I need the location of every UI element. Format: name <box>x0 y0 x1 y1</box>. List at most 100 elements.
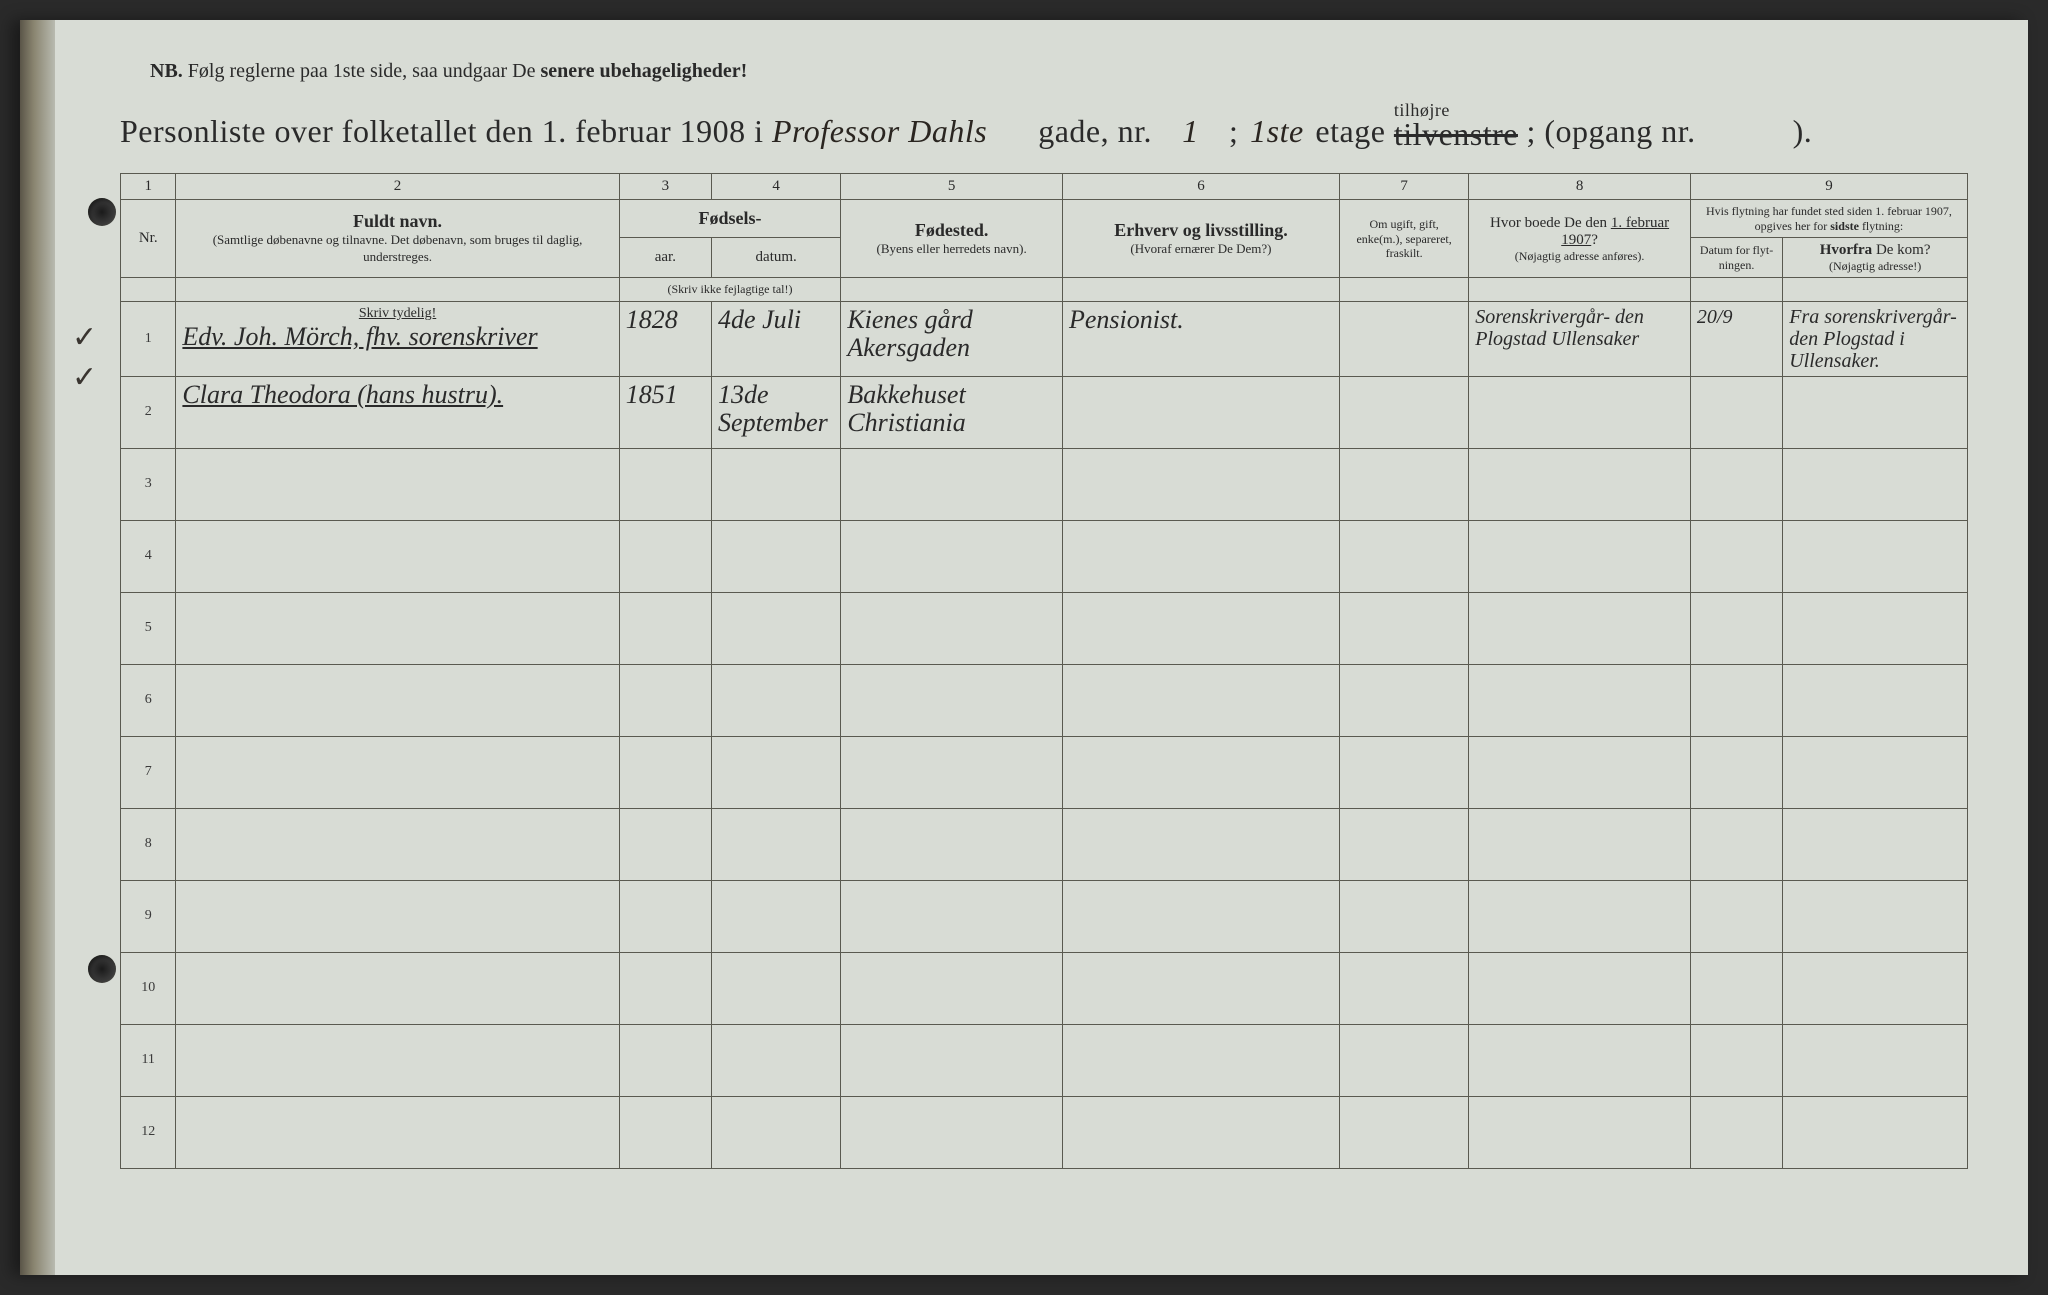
cell-flyt_datum <box>1690 664 1782 736</box>
erhverv-sub: (Hvoraf ernærer De Dem?) <box>1069 241 1333 258</box>
cell-hvorfra <box>1783 736 1968 808</box>
hvorfra-sub: (Nøjagtig adresse!) <box>1789 259 1961 273</box>
col-aar: aar. <box>619 237 711 277</box>
cell-flyt_datum <box>1690 880 1782 952</box>
closing: ). <box>1793 113 1813 149</box>
colnum: 5 <box>841 174 1063 200</box>
title-prefix: Personliste over folketallet den 1. febr… <box>120 113 763 149</box>
cell-aar <box>619 736 711 808</box>
cell-civilstand <box>1339 448 1468 520</box>
cell-aar <box>619 664 711 736</box>
col-civilstand: Om ugift, gift, enke(m.), separeret, fra… <box>1339 200 1468 278</box>
cell-hvorfra <box>1783 952 1968 1024</box>
cell-name <box>176 952 619 1024</box>
cell-civilstand <box>1339 1096 1468 1168</box>
cell-civilstand <box>1339 736 1468 808</box>
row-number: 2 <box>121 376 176 448</box>
blank <box>176 278 619 301</box>
table-row: 10 <box>121 952 1968 1024</box>
civilstand-text: Om ugift, gift, enke(m.), separeret, fra… <box>1346 217 1462 260</box>
side-above: tilhøjre <box>1394 100 1450 121</box>
cell-civilstand <box>1339 880 1468 952</box>
erhverv-header: Erhverv og livsstilling. <box>1069 220 1333 241</box>
fodested-sub: (Byens eller herredets navn). <box>847 241 1056 258</box>
cell-fodested <box>841 592 1063 664</box>
cell-civilstand <box>1339 301 1468 376</box>
cell-name <box>176 736 619 808</box>
cell-erhverv <box>1062 880 1339 952</box>
cell-datum <box>712 808 841 880</box>
cell-erhverv: Pensionist. <box>1062 301 1339 376</box>
checkmark-icon: ✓ <box>72 360 97 395</box>
cell-datum <box>712 1024 841 1096</box>
skriv-tydelig-note: Skriv tydelig! <box>182 306 612 321</box>
cell-flyt_datum <box>1690 592 1782 664</box>
cell-flyt_datum <box>1690 1024 1782 1096</box>
colnum: 9 <box>1690 174 1967 200</box>
cell-fodested <box>841 664 1063 736</box>
cell-civilstand <box>1339 664 1468 736</box>
cell-hvorfra <box>1783 448 1968 520</box>
table-row: 5 <box>121 592 1968 664</box>
semicolon: ; <box>1229 113 1238 149</box>
binding-hole <box>88 955 116 983</box>
nb-text: Følg reglerne paa 1ste side, saa undgaar… <box>188 60 536 82</box>
cell-flyt_datum <box>1690 376 1782 448</box>
header-row-note: (Skriv ikke fejlagtige tal!) <box>121 278 1968 301</box>
cell-civilstand <box>1339 592 1468 664</box>
col-fodested: Fødested. (Byens eller herredets navn). <box>841 200 1063 278</box>
cell-hvorfra <box>1783 664 1968 736</box>
row-number: 9 <box>121 880 176 952</box>
cell-boede <box>1469 376 1691 448</box>
blank <box>1062 278 1339 301</box>
cell-fodested <box>841 1096 1063 1168</box>
cell-flyt_datum <box>1690 1096 1782 1168</box>
row-number: 7 <box>121 736 176 808</box>
blank <box>841 278 1063 301</box>
cell-boede <box>1469 880 1691 952</box>
blank <box>1783 278 1968 301</box>
street-name: Professor Dahls <box>772 113 987 149</box>
cell-fodested: Kienes gård Akersgaden <box>841 301 1063 376</box>
book-spine <box>20 20 55 1275</box>
flyt-datum-label: Datum for flyt-ningen. <box>1697 243 1776 272</box>
cell-flyt_datum <box>1690 520 1782 592</box>
binding-hole <box>88 198 116 226</box>
cell-boede <box>1469 952 1691 1024</box>
cell-erhverv <box>1062 376 1339 448</box>
cell-boede <box>1469 664 1691 736</box>
aar-datum-note: (Skriv ikke fejlagtige tal!) <box>619 278 841 301</box>
table-row: 1Skriv tydelig!Edv. Joh. Mörch, fhv. sor… <box>121 301 1968 376</box>
datum-label: datum. <box>718 249 834 266</box>
etage-nr: 1ste <box>1247 113 1307 151</box>
cell-aar <box>619 520 711 592</box>
cell-boede: Sorenskrivergår- den Plogstad Ullensaker <box>1469 301 1691 376</box>
nb-prefix: NB. <box>150 60 183 82</box>
col-flyt-datum: Datum for flyt-ningen. <box>1690 237 1782 277</box>
fodested-header: Fødested. <box>847 220 1056 241</box>
flytning-header: Hvis flytning har fundet sted siden 1. f… <box>1697 204 1961 233</box>
row-number: 5 <box>121 592 176 664</box>
cell-name <box>176 808 619 880</box>
cell-civilstand <box>1339 520 1468 592</box>
cell-datum <box>712 520 841 592</box>
checkmark-icon: ✓ <box>72 320 97 355</box>
cell-datum <box>712 1096 841 1168</box>
boede-sub: (Nøjagtig adresse anføres). <box>1475 249 1684 263</box>
page-title: Personliste over folketallet den 1. febr… <box>120 113 1968 153</box>
cell-hvorfra <box>1783 808 1968 880</box>
cell-aar <box>619 1024 711 1096</box>
cell-hvorfra <box>1783 1096 1968 1168</box>
table-row: 6 <box>121 664 1968 736</box>
cell-fodested <box>841 880 1063 952</box>
cell-erhverv <box>1062 808 1339 880</box>
aar-label: aar. <box>626 249 705 266</box>
cell-erhverv <box>1062 520 1339 592</box>
cell-datum: 13de September <box>712 376 841 448</box>
cell-name <box>176 592 619 664</box>
col-flytning-header: Hvis flytning har fundet sted siden 1. f… <box>1690 200 1967 238</box>
cell-flyt_datum <box>1690 448 1782 520</box>
cell-boede <box>1469 448 1691 520</box>
col-hvorfra: Hvorfra De kom? (Nøjagtig adresse!) <box>1783 237 1968 277</box>
cell-erhverv <box>1062 952 1339 1024</box>
